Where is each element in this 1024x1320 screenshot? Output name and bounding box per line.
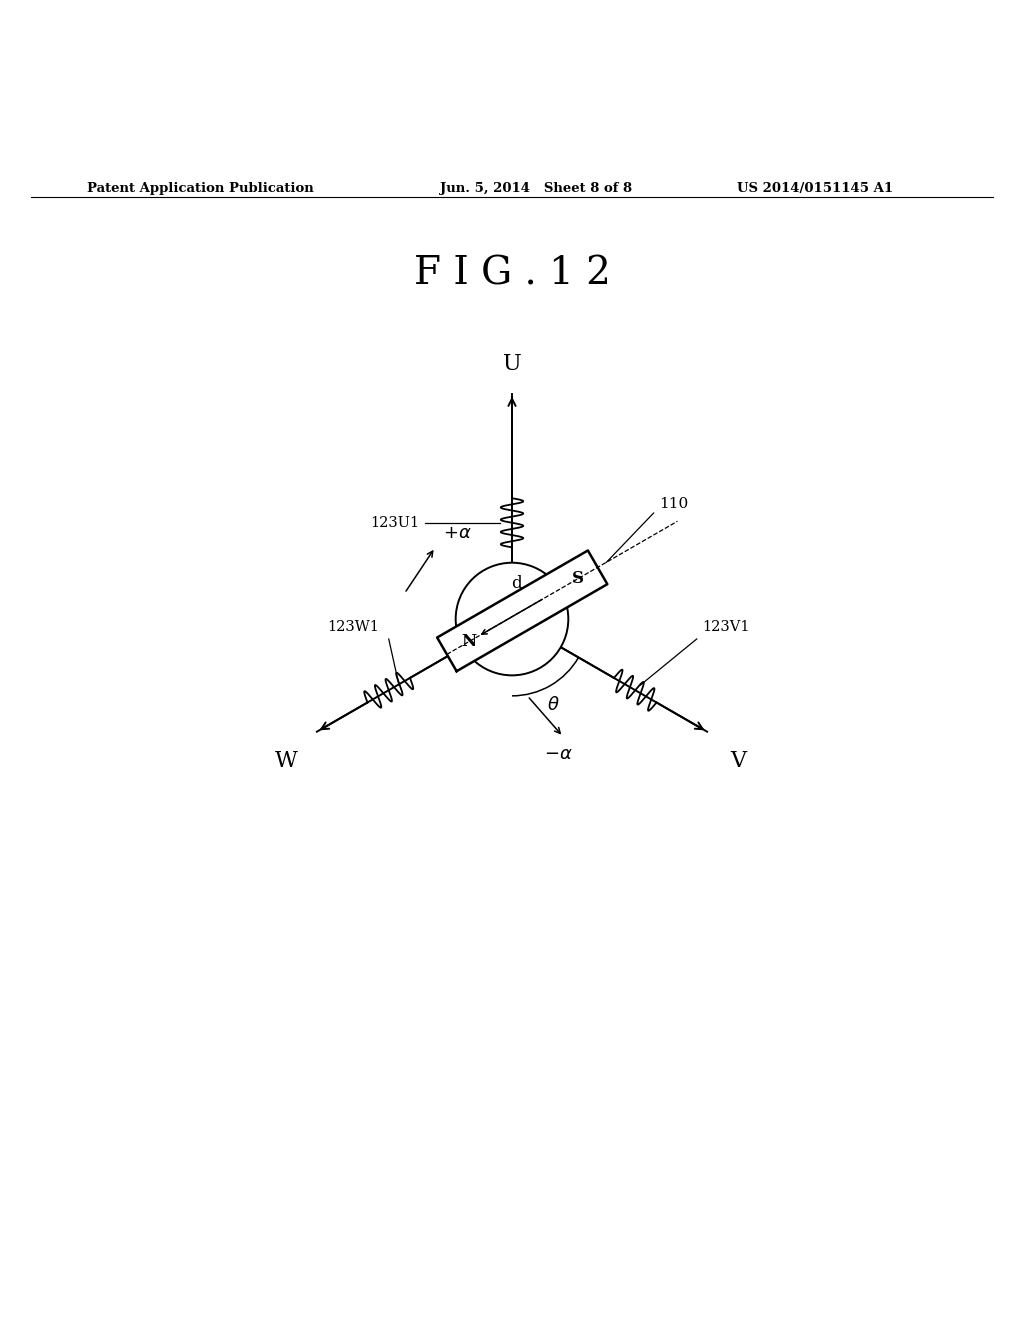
Polygon shape xyxy=(437,550,607,671)
Text: 110: 110 xyxy=(658,498,688,511)
Text: $\theta$: $\theta$ xyxy=(547,696,559,714)
Text: U: U xyxy=(503,354,521,375)
Text: V: V xyxy=(730,750,745,772)
Text: $-\alpha$: $-\alpha$ xyxy=(544,744,572,763)
Text: 123V1: 123V1 xyxy=(701,620,750,634)
Text: F I G . 1 2: F I G . 1 2 xyxy=(414,256,610,293)
Text: d: d xyxy=(511,574,521,591)
Text: $+\alpha$: $+\alpha$ xyxy=(443,524,472,543)
Text: Jun. 5, 2014   Sheet 8 of 8: Jun. 5, 2014 Sheet 8 of 8 xyxy=(440,182,633,195)
Text: 123U1: 123U1 xyxy=(371,516,420,529)
Text: N: N xyxy=(462,634,476,649)
Text: S: S xyxy=(572,570,584,587)
Text: Patent Application Publication: Patent Application Publication xyxy=(87,182,313,195)
Text: 123W1: 123W1 xyxy=(328,620,379,634)
Circle shape xyxy=(456,562,568,676)
Text: W: W xyxy=(274,750,298,772)
Text: US 2014/0151145 A1: US 2014/0151145 A1 xyxy=(737,182,893,195)
